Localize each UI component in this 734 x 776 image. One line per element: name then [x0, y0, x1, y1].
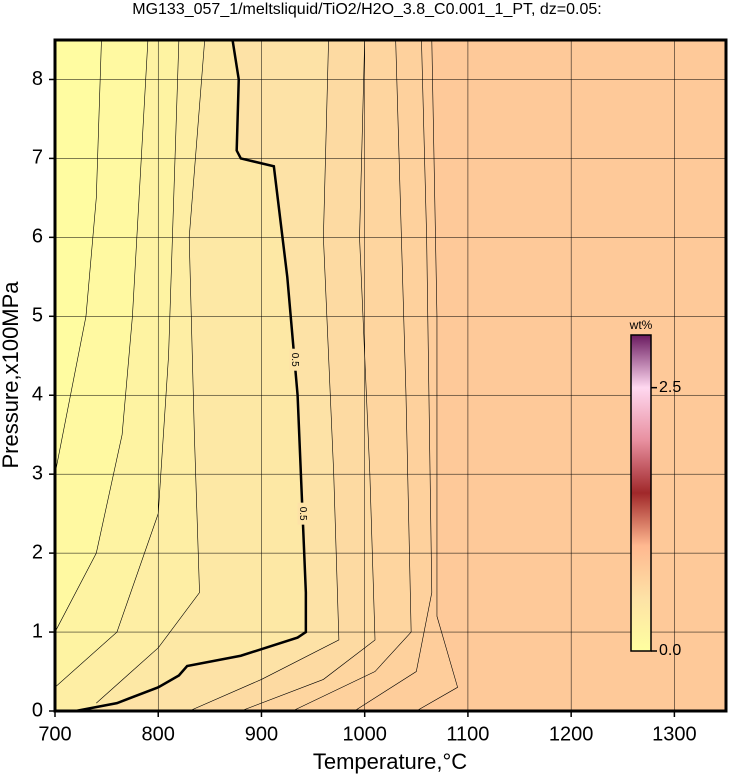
- contour-line: [416, 40, 458, 711]
- contour-label-bg: [297, 502, 308, 525]
- y-tick-label: 7: [32, 147, 43, 169]
- contour-line: [55, 40, 180, 688]
- contour-line: [75, 40, 308, 711]
- colorbar: [630, 334, 652, 652]
- x-tick-label: 1100: [446, 723, 489, 745]
- x-tick-label: 1300: [652, 723, 697, 745]
- contour-line: [55, 40, 102, 475]
- contour-line: [354, 40, 433, 711]
- colorbar-label: wt%: [629, 318, 653, 332]
- y-tick-label: 1: [32, 620, 43, 642]
- colorbar-tick-label: 0.0: [659, 642, 681, 659]
- contour-fills: [55, 40, 726, 711]
- x-axis-label: Temperature,°C: [313, 749, 467, 774]
- contour-line: [96, 40, 205, 704]
- colorbar-tick-label: 2.5: [659, 379, 681, 396]
- y-axis-label: Pressure,x100MPa: [0, 281, 23, 469]
- contour-label: 0.5: [289, 353, 300, 367]
- contour-line: [189, 40, 340, 711]
- contour-lines: 0.5 0.5: [55, 40, 458, 711]
- y-tick-label: 0: [32, 699, 43, 721]
- contour-label: 0.5: [297, 507, 308, 521]
- contour-line: [240, 40, 376, 711]
- y-tick-label: 4: [32, 384, 43, 406]
- y-tick-label: 6: [32, 226, 43, 248]
- axes: 700 800 900 1000 1100 1200 1300 0 1 2 3 4 5 6 7 8 wt% 0.0…: [32, 38, 728, 745]
- x-tick-label: 900: [245, 723, 278, 745]
- x-tick-label: 800: [142, 723, 175, 745]
- contour-band: [416, 40, 726, 711]
- x-tick-label: 1000: [342, 723, 387, 745]
- y-tick-label: 8: [32, 68, 43, 90]
- x-tick-label: 1200: [549, 723, 594, 745]
- contour-line: [55, 40, 149, 633]
- x-tick-label: 700: [38, 723, 71, 745]
- plot-frame: [53, 38, 728, 713]
- contour-label-bg: [289, 348, 300, 371]
- contour-line: [292, 40, 412, 711]
- y-tick-label: 3: [32, 462, 43, 484]
- y-tick-label: 5: [32, 305, 43, 327]
- chart-title: MG133_057_1/meltsliquid/TiO2/H2O_3.8_C0.…: [132, 1, 601, 18]
- y-tick-label: 2: [32, 541, 43, 563]
